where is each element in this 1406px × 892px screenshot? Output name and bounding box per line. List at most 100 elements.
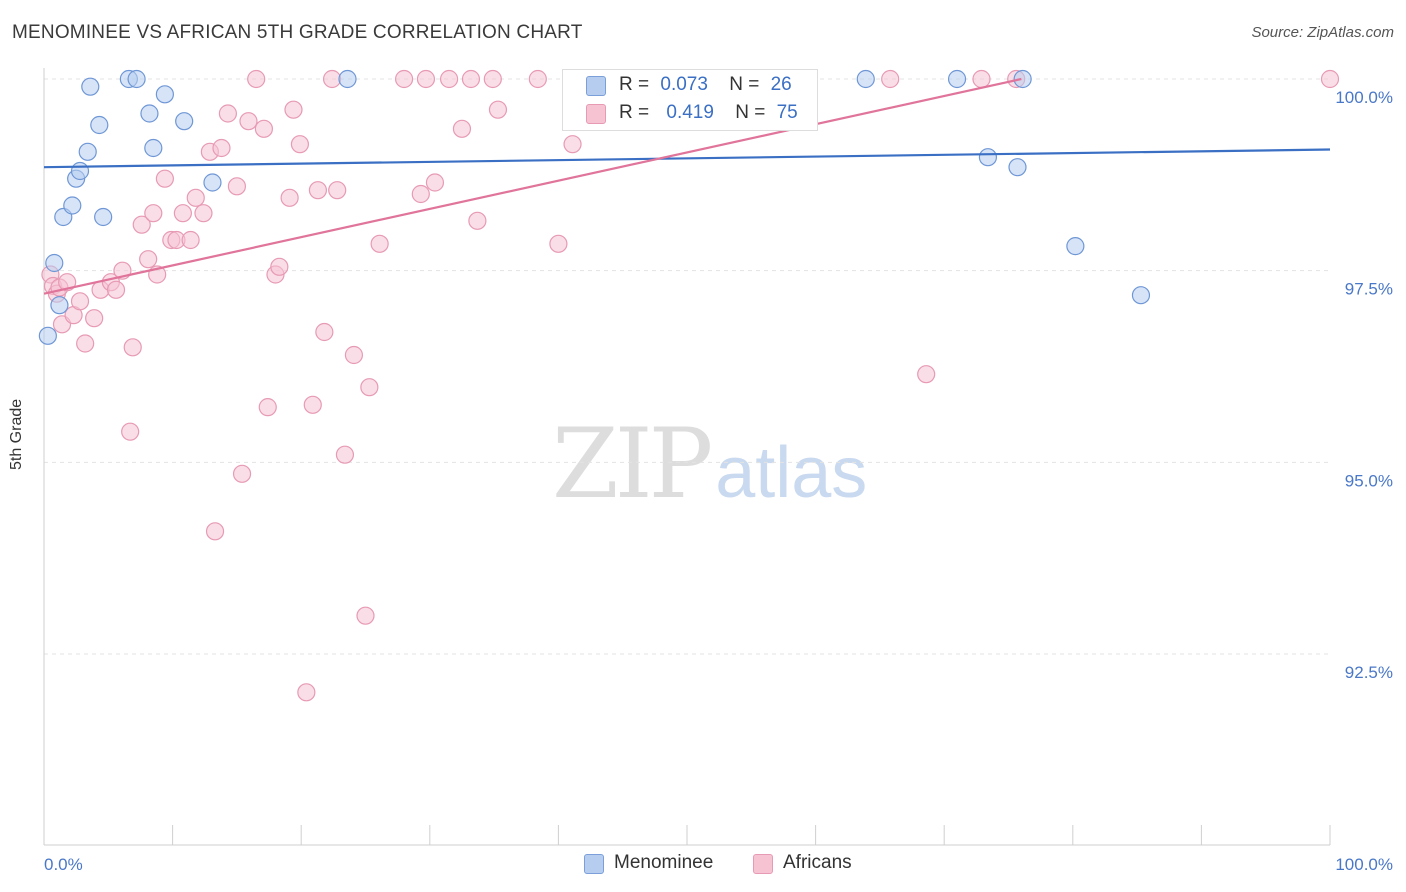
- africans-point: [232, 464, 252, 483]
- africans-point: [155, 169, 174, 188]
- africans-point: [461, 69, 481, 89]
- africans-point: [360, 378, 379, 397]
- africans-point: [280, 188, 299, 207]
- menominee-point: [81, 77, 100, 96]
- africans-point: [144, 204, 163, 223]
- menominee-trend-line: [43, 148, 1331, 169]
- africans-point: [218, 104, 237, 123]
- stats-legend: R = 0.073 N = 26 R = 0.419 N = 75: [562, 69, 818, 131]
- africans-point: [132, 215, 151, 234]
- africans-point: [483, 69, 502, 89]
- africans-point: [139, 250, 158, 269]
- africans-point: [328, 181, 347, 200]
- watermark-zip: ZIP: [552, 408, 713, 520]
- africans-point: [297, 683, 316, 702]
- menominee-point: [1131, 286, 1151, 305]
- africans-point: [308, 181, 328, 200]
- r-value: 0.073: [660, 74, 708, 95]
- africans-point: [322, 69, 342, 89]
- chart-title: MENOMINEE VS AFRICAN 5TH GRADE CORRELATI…: [12, 22, 583, 43]
- menominee-swatch: [584, 854, 604, 874]
- tick-labels: 100.0% 97.5% 95.0% 92.5% 0.0% 100.0%: [44, 88, 1393, 874]
- n-value: 75: [776, 102, 798, 123]
- menominee-point: [50, 296, 69, 315]
- menominee-point: [1066, 237, 1085, 256]
- menominee-point: [856, 69, 875, 89]
- menominee-point: [144, 138, 163, 158]
- africans-point: [528, 69, 547, 89]
- menominee-point: [203, 173, 222, 192]
- y-tick-label: 92.5%: [1345, 663, 1393, 682]
- africans-point: [239, 112, 258, 131]
- africans-point: [106, 280, 126, 299]
- africans-point: [121, 422, 140, 441]
- n-label: N =: [729, 74, 760, 95]
- africans-point: [452, 119, 472, 138]
- menominee-point: [338, 69, 357, 89]
- africans-point: [344, 345, 364, 365]
- africans-point: [315, 322, 334, 342]
- x-tick-label: 100.0%: [1335, 855, 1393, 874]
- africans-point: [173, 204, 192, 223]
- menominee-point: [94, 207, 113, 227]
- africans-trend-line: [43, 77, 1022, 295]
- africans-point: [416, 69, 436, 89]
- africans-point: [439, 69, 459, 89]
- africans-point: [254, 119, 274, 138]
- africans-point: [58, 273, 77, 292]
- africans-point: [563, 135, 582, 154]
- africans-point: [194, 204, 213, 223]
- menominee-point: [45, 253, 64, 273]
- legend-label-africans: Africans: [783, 852, 852, 873]
- data-points: [38, 69, 1340, 702]
- legend-label-menominee: Menominee: [614, 852, 714, 873]
- africans-point: [881, 69, 900, 89]
- africans-point: [258, 398, 277, 417]
- menominee-point: [947, 69, 967, 89]
- africans-point: [247, 69, 266, 89]
- africans-point: [205, 522, 225, 541]
- africans-point: [425, 173, 445, 192]
- africans-point: [1320, 69, 1340, 89]
- menominee-point: [978, 148, 998, 167]
- y-tick-label: 95.0%: [1345, 471, 1393, 490]
- africans-point: [356, 606, 375, 625]
- africans-point: [335, 445, 355, 464]
- africans-point: [70, 292, 90, 311]
- africans-point: [972, 69, 991, 89]
- africans-point: [270, 257, 289, 276]
- menominee-point: [70, 161, 90, 181]
- menominee-point: [1008, 158, 1027, 177]
- r-label: R =: [619, 102, 650, 123]
- r-value: 0.419: [666, 102, 714, 123]
- africans-point: [123, 338, 142, 357]
- axes: [43, 68, 1331, 846]
- menominee-point: [127, 69, 146, 89]
- menominee-swatch: [586, 76, 606, 96]
- africans-point: [394, 69, 414, 89]
- menominee-point: [175, 112, 194, 131]
- watermark-atlas: atlas: [715, 433, 868, 513]
- menominee-point: [155, 85, 174, 104]
- menominee-point: [1013, 69, 1032, 89]
- africans-point: [284, 100, 303, 119]
- y-tick-label: 100.0%: [1335, 88, 1393, 107]
- africans-point: [917, 365, 936, 384]
- source-label: Source: ZipAtlas.com: [1251, 24, 1394, 41]
- africans-swatch: [586, 104, 606, 124]
- menominee-point: [38, 326, 57, 345]
- africans-point: [468, 211, 487, 230]
- africans-point: [186, 188, 205, 207]
- n-value: 26: [770, 74, 792, 95]
- africans-point: [303, 395, 322, 414]
- x-tick-label: 0.0%: [44, 855, 83, 874]
- n-label: N =: [735, 102, 766, 123]
- menominee-point: [78, 142, 97, 161]
- menominee-point: [140, 104, 159, 123]
- africans-point: [227, 177, 246, 196]
- africans-point: [488, 100, 508, 119]
- africans-point: [411, 184, 430, 204]
- africans-point: [181, 230, 200, 250]
- africans-point: [76, 334, 95, 353]
